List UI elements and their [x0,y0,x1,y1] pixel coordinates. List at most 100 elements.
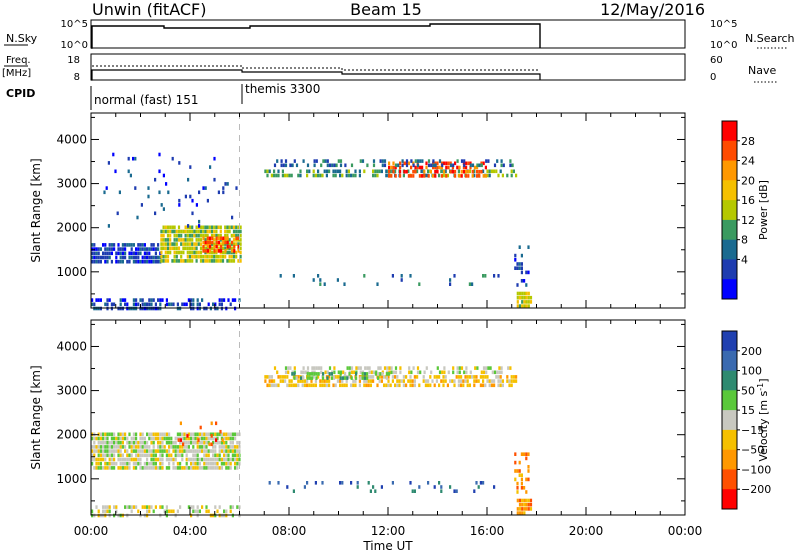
data-cell [227,432,230,437]
data-cell [441,370,444,375]
colorbar-segment [722,449,737,470]
data-cell [527,477,530,482]
data-cell [93,453,96,458]
data-cell [212,453,215,458]
data-cell [148,466,151,470]
data-cell [383,159,387,163]
data-cell [159,432,162,437]
data-cell [113,453,116,458]
data-cell [161,453,164,458]
data-cell [509,159,512,163]
data-cell [238,449,241,453]
data-cell [475,481,478,485]
data-cell [182,229,185,234]
data-cell [402,383,405,388]
data-cell [102,436,105,441]
data-cell [350,376,353,380]
data-cell [124,251,127,256]
data-cell [93,251,96,256]
data-cell [525,270,528,275]
data-cell [115,461,118,466]
data-cell [287,366,290,370]
data-cell [115,449,118,453]
data-cell [207,461,210,466]
data-cell [225,457,228,462]
colorbar-segment [722,121,737,142]
data-cell [387,383,390,388]
data-cell [197,250,200,255]
data-cell [199,225,203,230]
data-cell [495,169,498,174]
data-cell [157,432,160,437]
data-cell [363,376,366,380]
data-cell [126,302,129,307]
data-cell [372,169,375,174]
data-cell [215,259,218,263]
colorbar-frame [721,330,738,510]
data-cell [424,379,427,383]
data-cell [456,366,459,370]
data-cell [385,372,388,376]
data-cell [427,174,430,178]
data-cell [104,255,107,260]
data-cell [487,159,490,163]
data-cell [469,165,472,170]
data-cell [210,421,213,426]
data-cell [500,159,503,163]
data-cell [119,453,122,458]
data-cell [440,165,443,170]
beam-title: Beam 15 [350,0,422,19]
data-cell [113,449,116,453]
data-cell [510,383,513,388]
data-cell [438,173,441,178]
data-cell [490,383,493,388]
data-cell [207,509,210,514]
data-cell [374,372,377,376]
data-cell [130,243,133,247]
data-cell [104,466,107,470]
data-cell [482,379,485,383]
data-cell [438,159,442,163]
data-cell [99,457,102,462]
data-cell [516,262,519,266]
data-cell [413,489,416,493]
data-cell [358,379,361,383]
data-cell [302,159,305,163]
data-cell [139,298,142,302]
data-cell [130,453,133,458]
data-cell [186,434,189,438]
data-cell [199,238,203,242]
data-cell [173,238,176,242]
data-cell [154,505,157,509]
colorbar-segment [722,429,737,451]
data-cell [124,298,127,302]
data-cell [196,440,199,445]
data-cell [205,505,208,509]
data-cell [235,229,238,234]
data-cell [381,159,384,163]
data-cell [317,173,320,178]
data-cell [135,255,138,260]
data-cell [438,383,441,388]
data-cell [518,460,521,465]
data-cell [139,251,142,256]
data-cell [325,169,328,174]
data-cell [270,173,273,178]
data-cell [518,498,522,503]
data-cell [119,445,122,449]
data-cell [345,173,348,178]
data-cell [276,159,279,163]
data-cell [279,379,282,383]
data-cell [150,259,153,264]
data-cell [204,233,207,238]
data-cell [482,169,485,174]
data-cell [181,432,184,437]
data-cell [176,461,179,466]
data-cell [372,370,376,375]
data-cell [174,457,177,462]
data-cell [159,298,162,302]
data-cell [137,440,140,445]
data-cell [458,366,461,370]
data-cell [317,375,320,379]
data-cell [226,225,229,230]
